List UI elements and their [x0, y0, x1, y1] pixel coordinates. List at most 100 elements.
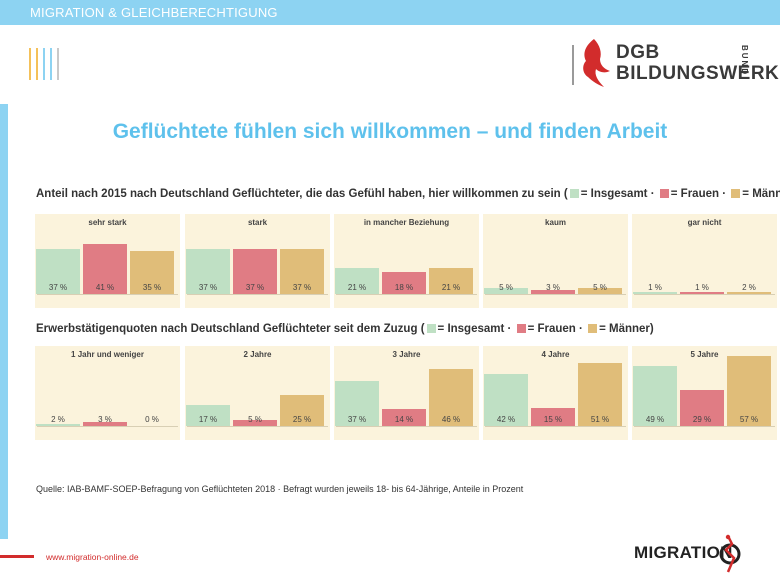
- data-label: 1 %: [648, 283, 662, 292]
- bar-maenner: [429, 268, 473, 294]
- topbar-text: MIGRATION & GLEICHBERECHTIGUNG: [30, 5, 278, 20]
- data-label: 49 %: [645, 415, 665, 424]
- bar-insgesamt: [633, 292, 677, 294]
- legend-frauen: = Frauen: [527, 323, 576, 335]
- chart-panel: sehr stark 37 % 41 % 35 %: [35, 214, 180, 308]
- chart-panel: 5 Jahre 49 % 29 % 57 %: [632, 346, 777, 440]
- panel-baseline: [634, 426, 775, 427]
- panel-baseline: [336, 426, 477, 427]
- website-link[interactable]: www.migration-online.de: [46, 552, 139, 562]
- data-label: 46 %: [441, 415, 461, 424]
- chart-panel: 3 Jahre 37 % 14 % 46 %: [334, 346, 479, 440]
- bar-frauen: [83, 243, 127, 294]
- panel-label: in mancher Beziehung: [363, 218, 450, 227]
- bar-maenner: [727, 355, 771, 426]
- migration-figure-icon: [719, 534, 741, 573]
- bar-insgesamt: [335, 380, 379, 426]
- chart-panel: 4 Jahre 42 % 15 % 51 %: [483, 346, 628, 440]
- panel-label: sehr stark: [88, 218, 127, 227]
- legend-insgesamt: = Insgesamt: [580, 188, 648, 200]
- panel-baseline: [187, 426, 328, 427]
- section-title-erwerbstaetigkeit: Erwerbstätigenquoten nach Deutschland Ge…: [36, 323, 654, 335]
- bar-insgesamt: [484, 374, 528, 426]
- bar-frauen: [680, 292, 724, 294]
- top-banner: MIGRATION & GLEICHBERECHTIGUNG: [0, 0, 780, 25]
- panel-baseline: [634, 294, 775, 295]
- bar-frauen: [382, 408, 426, 426]
- panel-baseline: [485, 294, 626, 295]
- bar-maenner: [727, 291, 771, 294]
- data-label: 21 %: [441, 283, 461, 292]
- bar-insgesamt: [484, 287, 528, 294]
- bar-frauen: [382, 271, 426, 294]
- panel-label: stark: [247, 218, 268, 227]
- bar-insgesamt: [186, 248, 230, 294]
- data-label: 37 %: [198, 283, 218, 292]
- data-label: 37 %: [48, 283, 68, 292]
- data-label: 18 %: [394, 283, 414, 292]
- data-label: 51 %: [590, 415, 610, 424]
- chart-panel: kaum 5 % 3 % 5 %: [483, 214, 628, 308]
- legend-maenner: = Männer: [599, 323, 650, 335]
- data-label: 3 %: [546, 283, 560, 292]
- dgb-bildungswerk-logo: DGB BILDUNGSWERK BUND: [566, 37, 779, 89]
- bar-maenner: [280, 395, 324, 426]
- bar-insgesamt: [36, 248, 80, 294]
- legend-swatch-insgesamt: [569, 189, 579, 198]
- chart-panel: stark 37 % 37 % 37 %: [185, 214, 330, 308]
- panel-label: 5 Jahre: [690, 350, 719, 359]
- data-label: 37 %: [292, 283, 312, 292]
- logo-text-migration: MIGRATION: [634, 543, 733, 562]
- page-title: Geflüchtete fühlen sich willkommen – und…: [112, 120, 668, 143]
- panel-baseline: [37, 294, 178, 295]
- bar-maenner: [578, 287, 622, 294]
- bar-maenner: [578, 363, 622, 426]
- migration-logo: MIGRATION: [634, 534, 764, 574]
- legend-frauen: = Frauen: [670, 188, 720, 200]
- panel-label: kaum: [545, 218, 566, 227]
- data-label: 35 %: [142, 283, 162, 292]
- data-label: 29 %: [692, 415, 712, 424]
- data-label: 25 %: [292, 415, 312, 424]
- legend-swatch-maenner: [588, 324, 598, 333]
- data-label: 1 %: [695, 283, 709, 292]
- data-label: 21 %: [347, 283, 367, 292]
- panel-label: 4 Jahre: [541, 350, 570, 359]
- logo-text-bildungswerk: BILDUNGSWERK: [616, 63, 780, 84]
- bar-maenner: [130, 251, 174, 294]
- chart-panel: 1 Jahr und weniger 2 % 3 % 0 %: [35, 346, 180, 440]
- panel-label: 2 Jahre: [243, 350, 272, 359]
- section-title-willkommen: Anteil nach 2015 nach Deutschland Geflüc…: [36, 188, 780, 200]
- logo-text-bund: BUND: [740, 45, 749, 77]
- data-label: 37 %: [347, 415, 367, 424]
- data-label: 57 %: [739, 415, 759, 424]
- panel-baseline: [336, 294, 477, 295]
- legend-swatch-frauen: [516, 324, 526, 333]
- bar-frauen: [233, 419, 277, 426]
- data-label: 5 %: [499, 283, 513, 292]
- source-note: Quelle: IAB-BAMF-SOEP-Befragung von Gefl…: [36, 484, 524, 494]
- footer-red-line: [0, 555, 34, 558]
- bar-frauen: [680, 390, 724, 426]
- data-label: 0 %: [145, 415, 159, 424]
- bar-frauen: [531, 407, 575, 426]
- panel-label: gar nicht: [687, 218, 722, 227]
- bar-insgesamt: [633, 365, 677, 426]
- legend-insgesamt: = Insgesamt: [437, 323, 505, 335]
- decorative-lines: [29, 48, 61, 80]
- bar-insgesamt: [186, 405, 230, 426]
- left-accent-bar: [0, 104, 8, 539]
- legend-swatch-frauen: [659, 189, 669, 198]
- bar-maenner: [280, 248, 324, 294]
- data-label: 2 %: [742, 283, 756, 292]
- panel-baseline: [187, 294, 328, 295]
- data-label: 3 %: [98, 415, 112, 424]
- chart-panel: in mancher Beziehung 21 % 18 % 21 %: [334, 214, 479, 308]
- logo-divider: [572, 45, 574, 85]
- bar-frauen: [531, 290, 575, 294]
- bar-maenner: [429, 369, 473, 426]
- data-label: 5 %: [593, 283, 607, 292]
- panel-baseline: [485, 426, 626, 427]
- data-label: 14 %: [394, 415, 414, 424]
- panel-label: 1 Jahr und weniger: [71, 350, 144, 359]
